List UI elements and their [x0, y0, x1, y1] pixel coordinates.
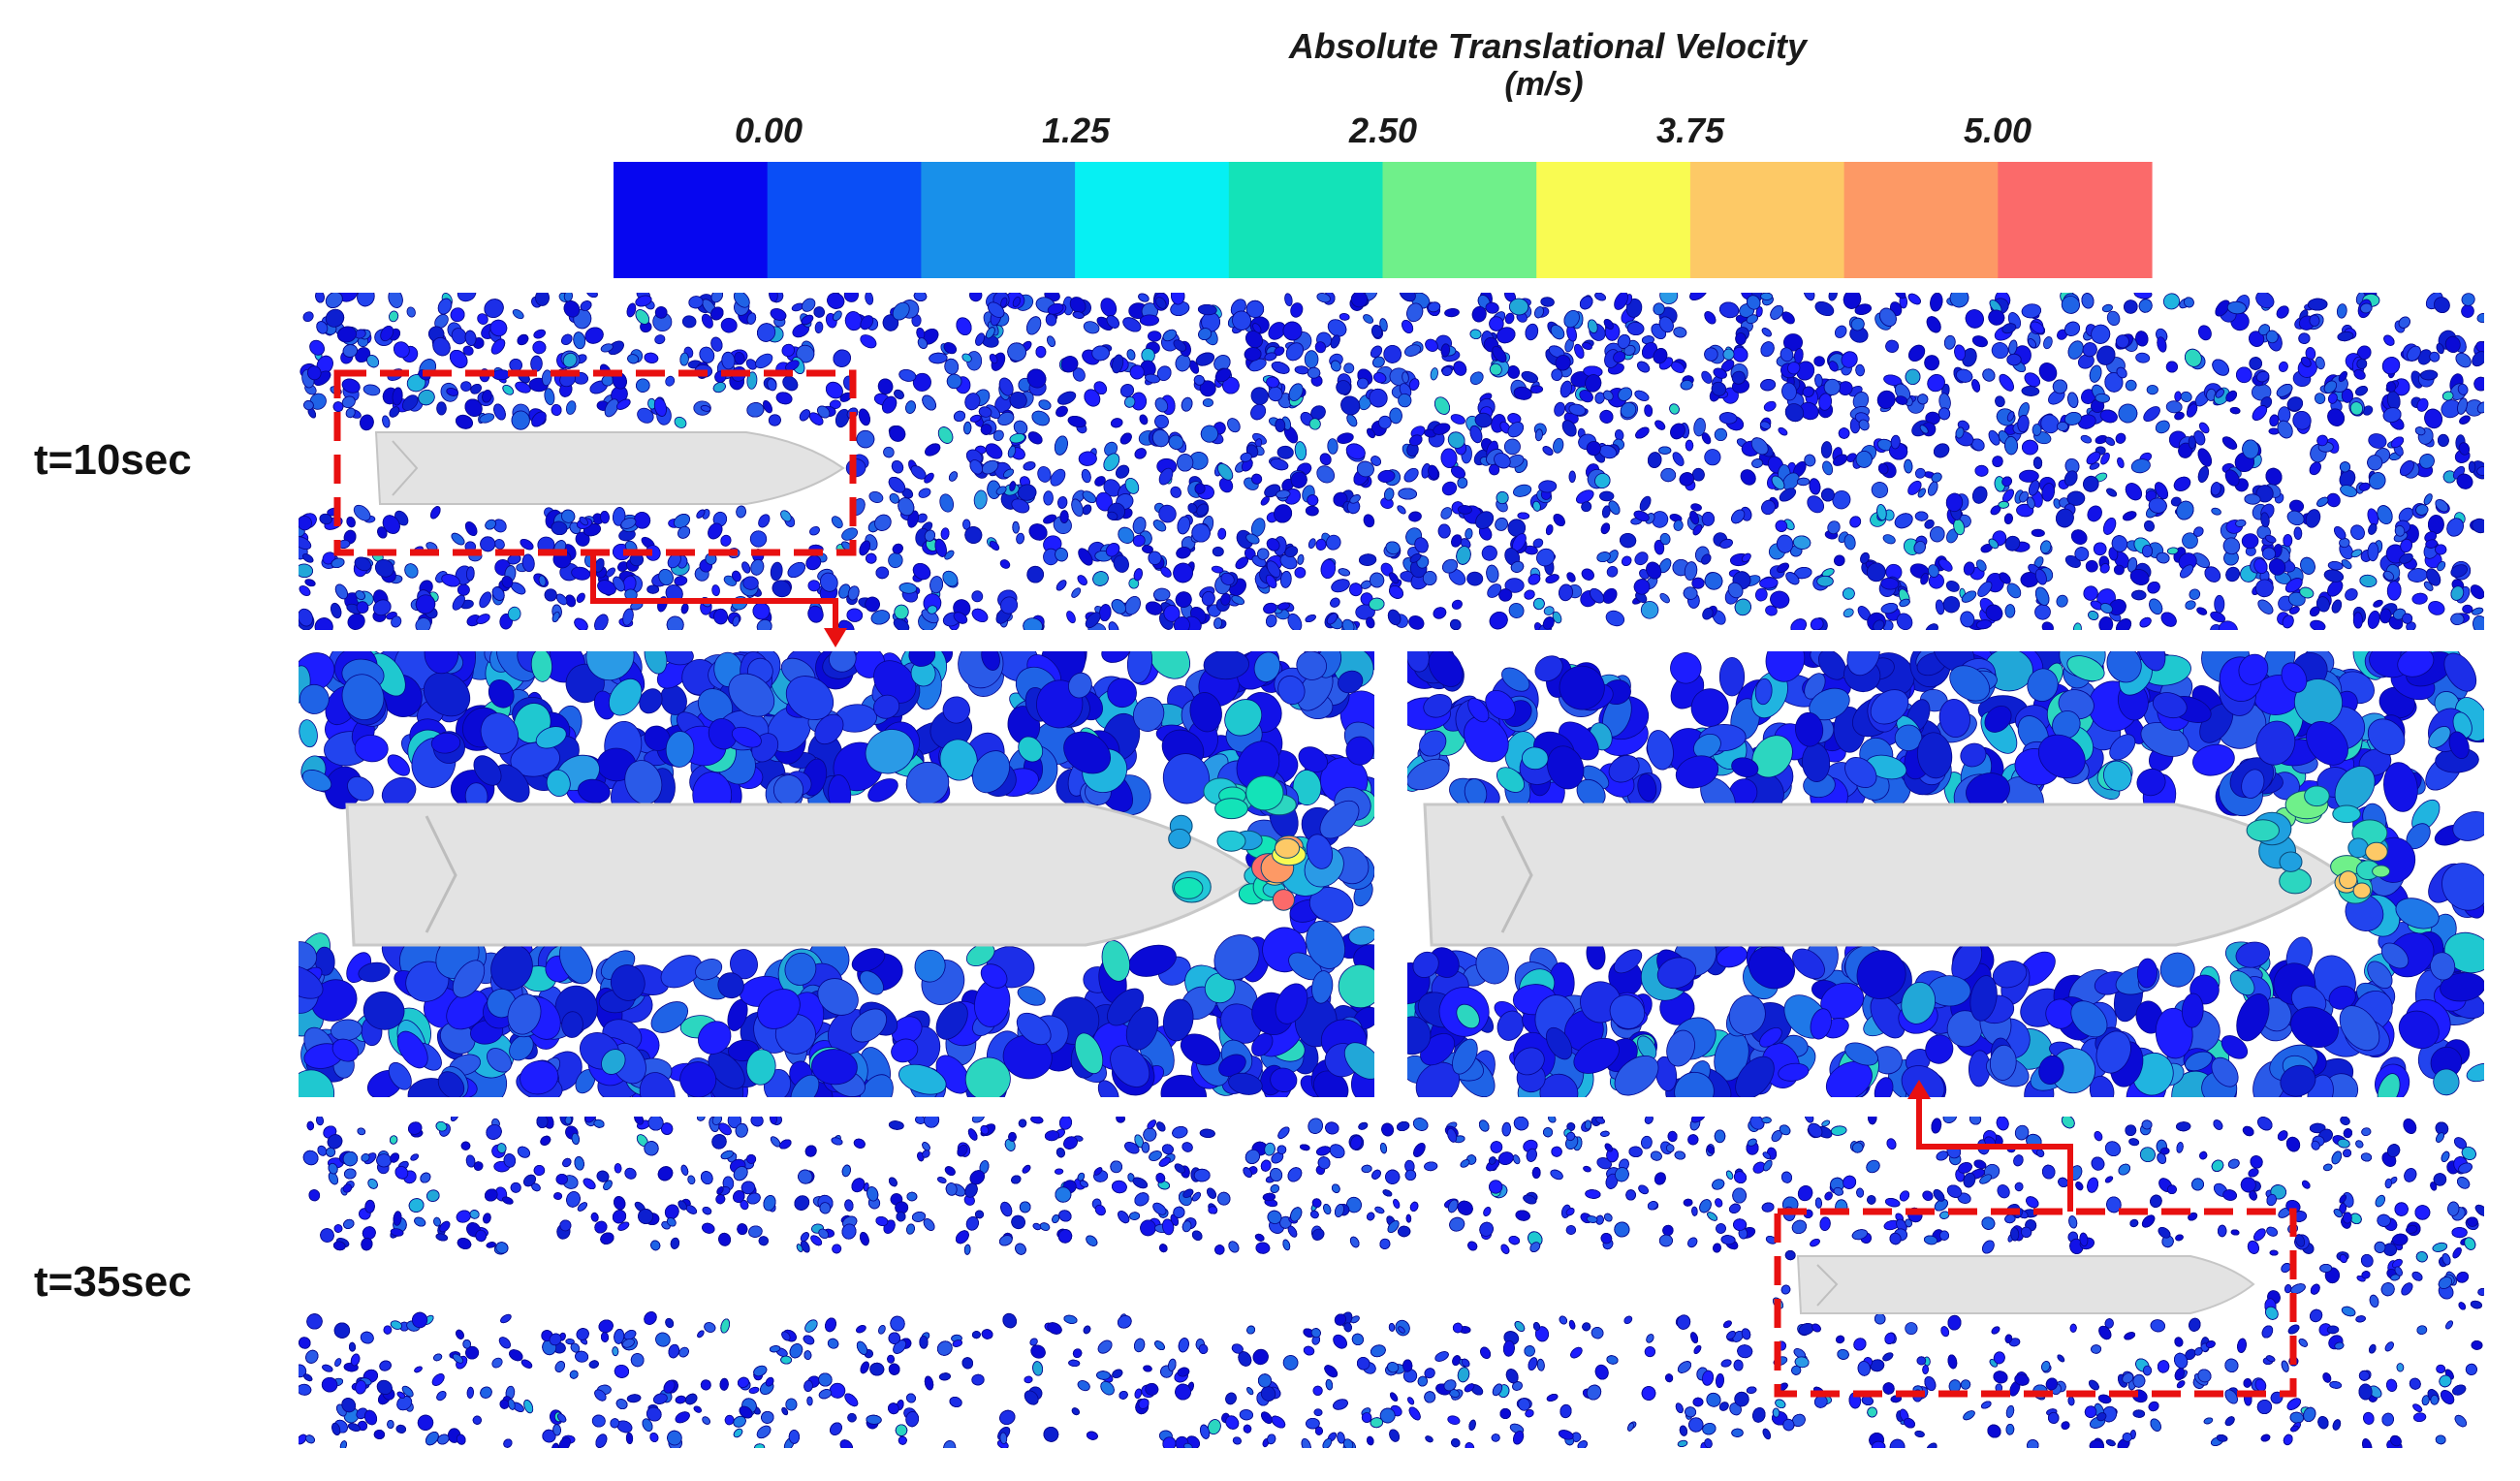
colorbar-tick-1: 1.25 [1041, 110, 1111, 150]
colorbar-title: Absolute Translational Velocity [1288, 26, 1808, 66]
colorbar-swatch-6 [1536, 162, 1691, 278]
ship-hull-zoom-right [1423, 803, 2347, 947]
colorbar-swatch-0 [614, 162, 769, 278]
particles-bottom [299, 1117, 2484, 1448]
particles-zoom-left [299, 651, 1374, 1097]
highlight-box-t10 [333, 369, 857, 556]
panel-bottom-t35 [299, 1117, 2484, 1448]
colorbar-swatch-3 [1075, 162, 1230, 278]
panel-zoom-right [1407, 651, 2484, 1097]
colorbar-swatch-4 [1228, 162, 1384, 278]
time-label-35sec: t=35sec [34, 1258, 192, 1306]
colorbar-swatch-2 [921, 162, 1076, 278]
time-label-10sec: t=10sec [34, 436, 192, 484]
particles-zoom-right [1407, 651, 2484, 1097]
colorbar [614, 162, 2153, 278]
particles-top [299, 293, 2484, 630]
colorbar-tick-3: 3.75 [1655, 110, 1725, 150]
colorbar-swatch-1 [767, 162, 922, 278]
callout-arrow-t10 [590, 554, 847, 647]
colorbar-swatch-5 [1382, 162, 1537, 278]
colorbar-swatch-9 [1998, 162, 2153, 278]
panel-zoom-left [299, 651, 1374, 1097]
particles-zoom-right-fast [2246, 785, 2391, 904]
colorbar-unit: (m/s) [1504, 66, 1584, 103]
colorbar-tick-2: 2.50 [1348, 110, 1418, 150]
colorbar-tick-0: 0.00 [734, 110, 803, 150]
colorbar-swatch-8 [1843, 162, 1999, 278]
colorbar-tick-4: 5.00 [1963, 110, 2032, 150]
callout-arrow-t35 [1907, 1080, 2073, 1212]
panel-top-t10 [299, 293, 2484, 630]
ship-hull-top [374, 431, 845, 505]
ship-hull-zoom-left [345, 803, 1263, 947]
ship-hull-bottom [1796, 1255, 2255, 1314]
particles-zoom-left-fast [1168, 775, 1307, 911]
colorbar-swatch-7 [1689, 162, 1845, 278]
highlight-box-t35 [1774, 1208, 2297, 1398]
